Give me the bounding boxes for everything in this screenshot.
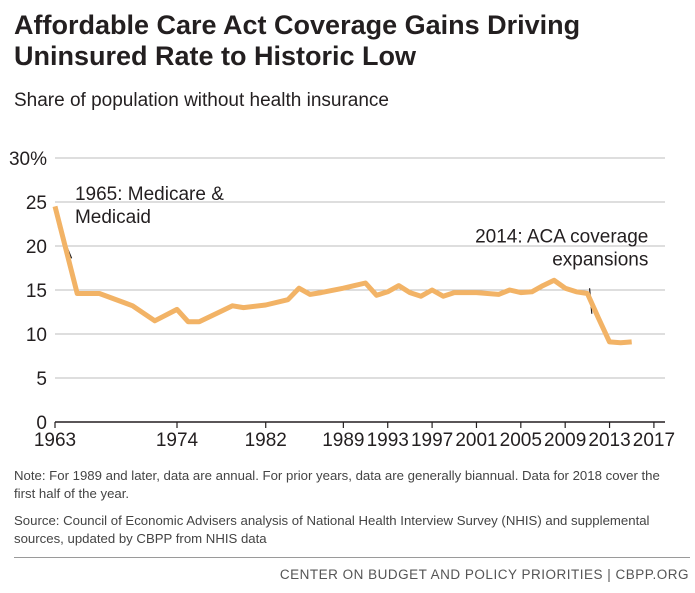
x-tick-label: 2005: [500, 430, 542, 451]
x-tick-label: 1997: [411, 430, 453, 451]
annotation-label: Medicaid: [75, 207, 151, 228]
chart-subtitle: Share of population without health insur…: [14, 90, 389, 111]
x-tick-label: 2017: [633, 430, 675, 451]
x-tick-label: 2001: [455, 430, 497, 451]
y-tick-label: 10: [26, 325, 47, 346]
x-tick-label: 1963: [34, 430, 76, 451]
title-line-1: Affordable Care Act Coverage Gains Drivi…: [14, 10, 581, 40]
x-tick-label: 2013: [588, 430, 630, 451]
y-tick-label: 15: [26, 281, 47, 302]
x-tick-label: 1993: [367, 430, 409, 451]
footer-brand: CENTER ON BUDGET AND POLICY PRIORITIES |…: [279, 567, 689, 582]
title-line-2: Uninsured Rate to Historic Low: [14, 41, 417, 71]
annotation-label: 2014: ACA coverage: [475, 226, 648, 247]
y-tick-label: 0: [36, 413, 47, 434]
y-tick-label: 20: [26, 237, 47, 258]
chart-source: Source: Council of Economic Advisers ana…: [14, 513, 650, 546]
chart-note: Note: For 1989 and later, data are annua…: [14, 468, 660, 501]
chart-title: Affordable Care Act Coverage Gains Drivi…: [14, 10, 684, 72]
x-tick-label: 1982: [245, 430, 287, 451]
y-tick-label: 30%: [9, 149, 47, 170]
x-tick-label: 1989: [322, 430, 364, 451]
series-line: [52, 205, 632, 346]
x-tick-label: 1974: [156, 430, 199, 451]
y-tick-label: 5: [36, 369, 47, 390]
annotation-label: expansions: [552, 249, 648, 270]
annotation-label: 1965: Medicare &: [75, 184, 224, 205]
y-tick-label: 25: [26, 193, 47, 214]
x-tick-label: 2009: [544, 430, 586, 451]
footer-divider: [14, 557, 690, 558]
